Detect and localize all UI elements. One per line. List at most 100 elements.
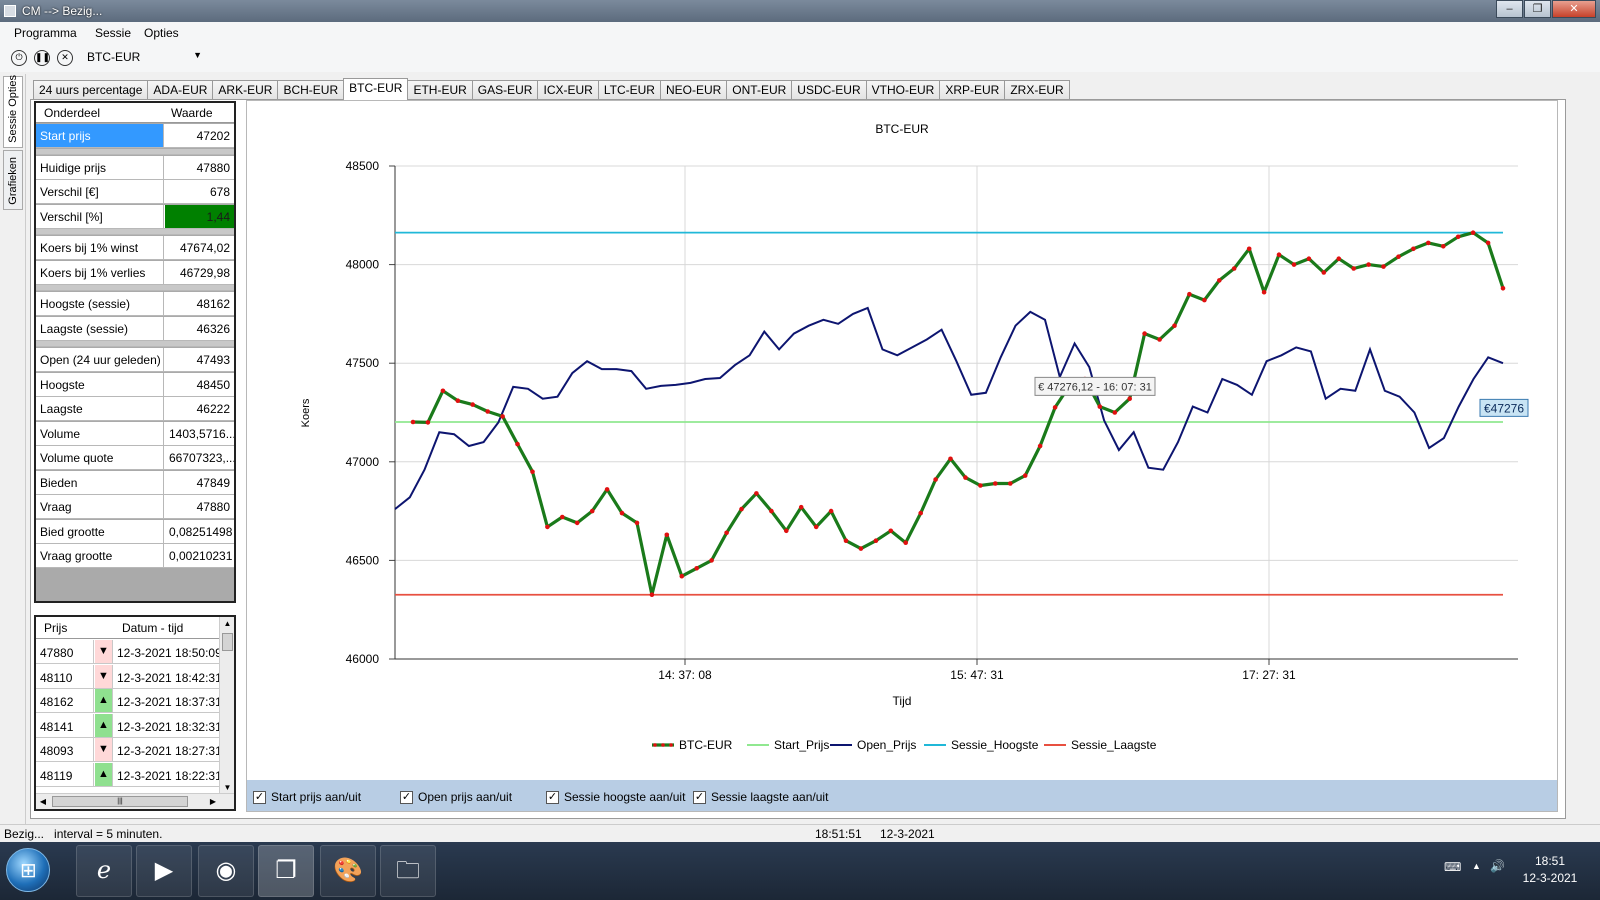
tab-ltc-eur[interactable]: LTC-EUR [597,80,661,100]
media-player-icon[interactable]: ▶ [136,845,192,897]
maximize-icon[interactable]: ❐ [1524,0,1551,18]
stop-icon[interactable]: ✕ [57,50,73,66]
history-vertical-scrollbar[interactable]: ▲ ▼ [219,617,234,795]
internet-explorer-icon[interactable]: ℯ [76,845,132,897]
history-horizontal-scrollbar[interactable]: ◀ ||| ▶ [36,793,234,809]
column-header-datum-tijd[interactable]: Datum - tijd [122,621,184,635]
scroll-down-icon[interactable]: ▼ [223,783,232,792]
paint-icon[interactable]: 🎨 [320,845,376,897]
info-row[interactable]: Bieden 47849 [36,470,234,495]
last-value-label: €47276 [1484,401,1524,415]
tab-ark-eur[interactable]: ARK-EUR [212,80,279,100]
menu-opties[interactable]: Opties [144,26,179,40]
taskbar-time[interactable]: 18:51 [1534,854,1566,868]
info-row[interactable]: Huidige prijs 47880 [36,155,234,180]
side-tab-sessie-opties[interactable]: Sessie Opties [3,75,23,148]
column-header-prijs[interactable]: Prijs [44,621,68,635]
info-row[interactable]: Laagste (sessie) 46326 [36,316,234,341]
info-value: 0,08251498 [169,524,233,539]
tab-gas-eur[interactable]: GAS-EUR [471,80,539,100]
volume-icon[interactable]: 🔊 [1490,859,1505,873]
app-window-icon[interactable]: ❐ [258,845,314,897]
column-header-onderdeel[interactable]: Onderdeel [44,106,101,120]
tab-usdc-eur[interactable]: USDC-EUR [791,80,867,100]
data-point [1127,396,1132,402]
info-value: 48162 [196,297,230,311]
checkbox-checked-icon[interactable]: ✓ [693,790,706,804]
scroll-right-icon[interactable]: ▶ [209,797,217,806]
history-datetime: 12-3-2021 18:22:31 [117,768,222,783]
tab-bch-eur[interactable]: BCH-EUR [277,80,345,100]
file-explorer-icon[interactable]: 🗀 [380,845,436,897]
tab-zrx-eur[interactable]: ZRX-EUR [1004,80,1070,100]
tab-neo-eur[interactable]: NEO-EUR [659,80,728,100]
tab-ont-eur[interactable]: ONT-EUR [726,80,793,100]
pair-select[interactable]: BTC-EUR ▼ [84,48,206,68]
history-row[interactable]: 48110 ▼ 12-3-2021 18:42:31 [36,664,222,689]
info-row[interactable]: Vraag grootte 0,00210231 [36,544,234,568]
tab-24-uurs-percentage[interactable]: 24 uurs percentage [33,80,149,100]
data-point [440,388,446,394]
info-row[interactable]: Volume quote 66707323,... [36,446,234,470]
close-icon[interactable]: ✕ [1552,0,1596,18]
toggle-open-prijs[interactable]: ✓ Open prijs aan/uit [400,790,512,804]
info-row[interactable]: Open (24 uur geleden) 47493 [36,348,234,372]
info-value: 0,00210231 [169,549,233,563]
info-row[interactable]: Start prijs 47202 [36,124,234,148]
side-tab-label: Grafieken [7,157,19,205]
history-row[interactable]: 47880 ▼ 12-3-2021 18:50:09 [36,640,222,664]
info-value: 47880 [196,500,230,514]
menu-sessie[interactable]: Sessie [95,26,132,40]
series-line-btc-eur [412,231,1505,597]
legend-label: Start_Prijs [774,738,829,752]
checkbox-checked-icon[interactable]: ✓ [546,790,559,804]
pause-icon[interactable]: ❚❚ [34,50,50,66]
checkbox-checked-icon[interactable]: ✓ [400,790,413,804]
info-row[interactable]: Laagste 46222 [36,397,234,421]
info-row[interactable]: Hoogste (sessie) 48162 [36,292,234,316]
tab-eth-eur[interactable]: ETH-EUR [407,80,473,100]
info-row[interactable]: Hoogste 48450 [36,372,234,397]
history-row[interactable]: 48162 ▲ 12-3-2021 18:37:31 [36,689,222,713]
toggle-sessie-hoogste[interactable]: ✓ Sessie hoogste aan/uit [546,790,685,804]
checkbox-checked-icon[interactable]: ✓ [253,790,266,804]
info-row[interactable]: Volume 1403,5716... [36,421,234,446]
side-tab-grafieken[interactable]: Grafieken [3,150,23,210]
history-row[interactable]: 48119 ▲ 12-3-2021 18:22:31 [36,762,222,787]
power-icon[interactable]: ⏻ [11,50,27,66]
scroll-thumb[interactable]: ||| [52,796,188,807]
info-row[interactable]: Vraag 47880 [36,495,234,519]
tab-btc-eur[interactable]: BTC-EUR [343,78,409,100]
info-value: 1403,5716... [169,426,234,441]
column-header-waarde[interactable]: Waarde [171,106,213,120]
menu-programma[interactable]: Programma [14,26,77,40]
app-icon [4,5,16,17]
info-row[interactable]: Verschil [%] 1,44 [36,204,234,229]
start-button[interactable]: ⊞ [6,848,50,892]
scroll-thumb[interactable] [222,633,233,651]
history-price: 48162 [36,689,94,712]
x-tick-label: 14: 37: 08 [658,668,712,682]
toggle-sessie-laagste[interactable]: ✓ Sessie laagste aan/uit [693,790,828,804]
info-key: Vraag grootte [36,544,164,567]
info-row[interactable]: Koers bij 1% verlies 46729,98 [36,260,234,285]
info-row[interactable]: Koers bij 1% winst 47674,02 [36,236,234,260]
tray-expand-icon[interactable]: ▲ [1472,861,1481,871]
data-point [1157,337,1162,342]
toggle-start-prijs[interactable]: ✓ Start prijs aan/uit [253,790,361,804]
scroll-up-icon[interactable]: ▲ [223,619,232,628]
tab-ada-eur[interactable]: ADA-EUR [147,80,214,100]
keyboard-icon[interactable]: ⌨ [1444,860,1462,874]
history-row[interactable]: 48141 ▲ 12-3-2021 18:32:31 [36,713,222,738]
tab-xrp-eur[interactable]: XRP-EUR [939,80,1006,100]
info-row[interactable]: Verschil [€] 678 [36,180,234,204]
taskbar-date[interactable]: 12-3-2021 [1522,871,1578,885]
minimize-icon[interactable]: ‒ [1496,0,1523,18]
history-row[interactable]: 48093 ▼ 12-3-2021 18:27:31 [36,738,222,762]
tab-icx-eur[interactable]: ICX-EUR [537,80,599,100]
firefox-icon[interactable]: ◉ [198,845,254,897]
scroll-left-icon[interactable]: ◀ [39,797,47,806]
info-row[interactable]: Bied grootte 0,08251498 [36,519,234,544]
history-price: 47880 [36,640,94,663]
tab-vtho-eur[interactable]: VTHO-EUR [865,80,941,100]
